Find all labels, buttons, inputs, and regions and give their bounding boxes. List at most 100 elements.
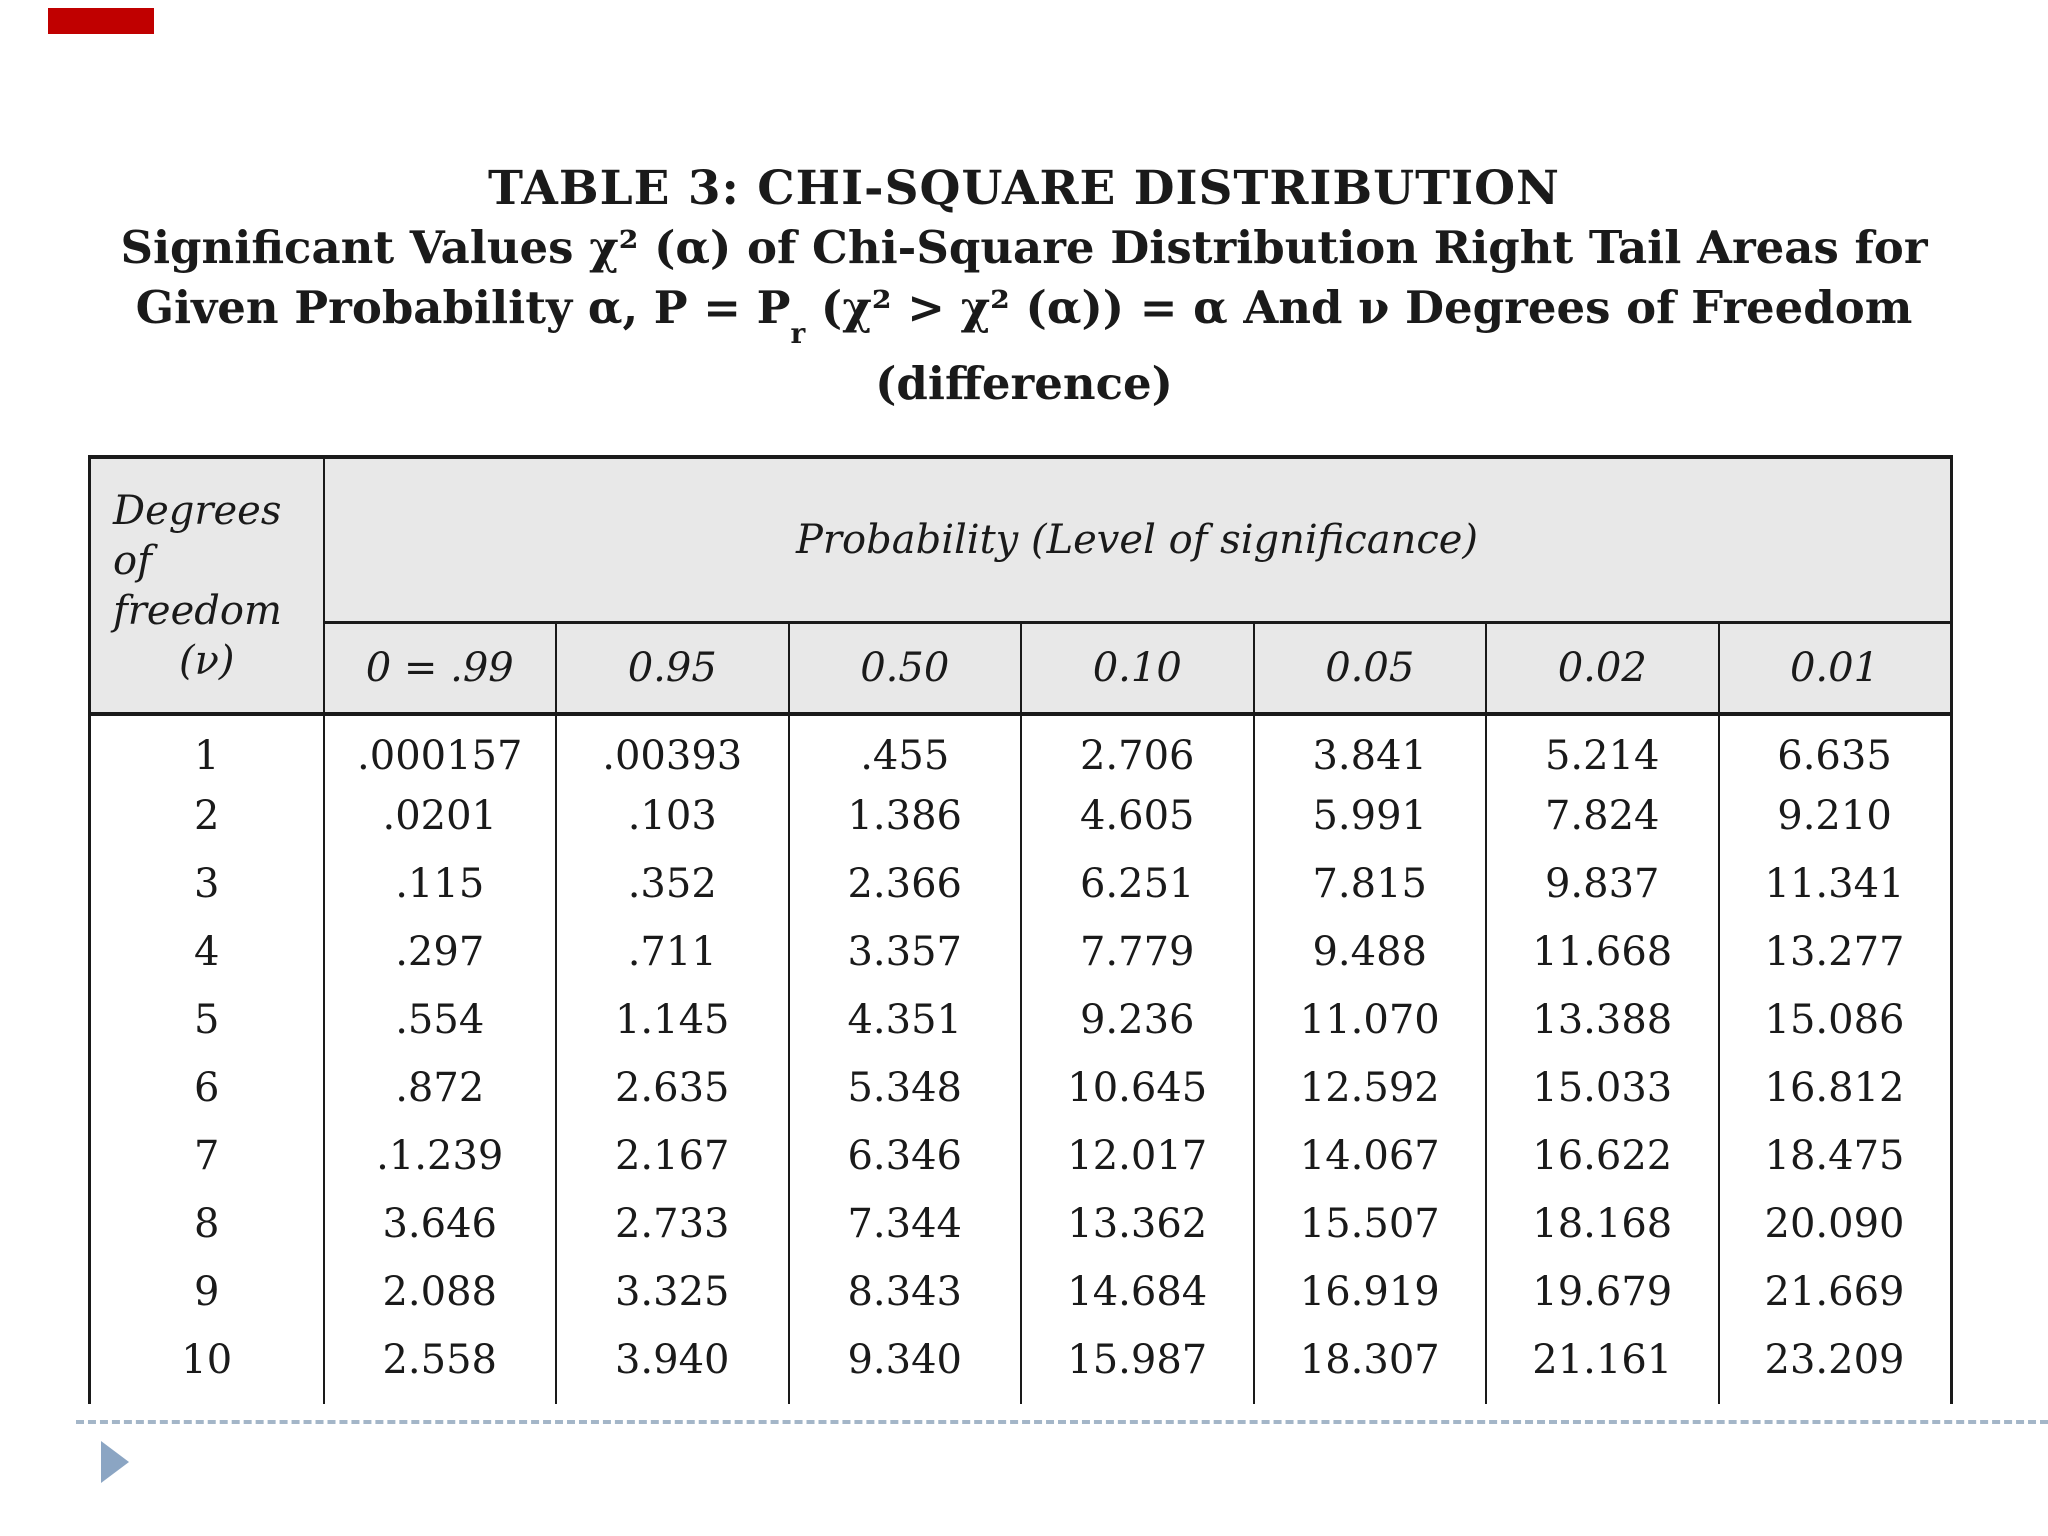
value-cell: .554	[322, 986, 557, 1054]
df-cell: 7	[88, 1122, 325, 1190]
value-cell: 1.145	[555, 986, 790, 1054]
value-cell: 15.086	[1717, 986, 1953, 1054]
dashed-divider-line	[76, 1420, 2048, 1424]
value-cell: .103	[555, 782, 790, 850]
table-row: 8 3.646 2.733 7.344 13.362 15.507 18.168 20.090	[88, 1190, 1953, 1258]
value-cell: 9.210	[1717, 782, 1953, 850]
df-cell: 2	[88, 782, 325, 850]
corner-header-line2: of	[113, 537, 152, 584]
value-cell: 15.987	[1020, 1326, 1255, 1394]
value-cell: 20.090	[1717, 1190, 1953, 1258]
table-row: 3.115.352 2.366 6.251 7.815 9.837 11.341	[88, 850, 1953, 918]
df-cell: 10	[88, 1326, 325, 1394]
corner-header-line1: Degrees	[113, 487, 282, 534]
empty-cell	[322, 1394, 557, 1404]
value-cell: 9.837	[1485, 850, 1720, 918]
empty-cell	[1020, 1394, 1255, 1404]
value-cell: .297	[322, 918, 557, 986]
value-cell: 16.919	[1252, 1258, 1487, 1326]
table-row: 9 2.088 3.325 8.343 14.684 16.919 19.679 21.669	[88, 1258, 1953, 1326]
value-cell: 7.344	[787, 1190, 1022, 1258]
df-cell: 1	[88, 714, 325, 782]
value-cell: .872	[322, 1054, 557, 1122]
value-cell: 1.386	[787, 782, 1022, 850]
col-header-6: 0.01	[1717, 622, 1953, 716]
subtitle-line-2-post: (χ² > χ² (α)) = α And ν Degrees of Freed…	[805, 281, 1913, 334]
value-cell: 5.348	[787, 1054, 1022, 1122]
subtitle-line-3: (difference)	[875, 357, 1173, 410]
corner-header-cell: Degrees of freedom (ν)	[88, 455, 325, 716]
value-cell: .115	[322, 850, 557, 918]
table-column-header-row: 0 = .99 0.95 0.50 0.10 0.05 0.02 0.01	[90, 622, 1953, 716]
slide-headline: TABLE 3: CHI-SQUARE DISTRIBUTION Signifi…	[0, 160, 2048, 414]
col-header-3: 0.10	[1020, 622, 1255, 716]
value-cell: 14.067	[1252, 1122, 1487, 1190]
table-row: 10 2.558 3.940 9.340 15.987 18.307 21.161 23.20…	[88, 1326, 1953, 1394]
df-cell: 3	[88, 850, 325, 918]
slide-title: TABLE 3: CHI-SQUARE DISTRIBUTION	[488, 161, 1560, 216]
value-cell: 16.812	[1717, 1054, 1953, 1122]
df-cell: 5	[88, 986, 325, 1054]
value-cell: 4.351	[787, 986, 1022, 1054]
value-cell: 2.366	[787, 850, 1022, 918]
value-cell: .0201	[322, 782, 557, 850]
table-row: 5.554 1.145 4.351 9.236 11.070 13.388 15.086	[88, 986, 1953, 1054]
value-cell: 2.706	[1020, 714, 1255, 782]
value-cell: 3.325	[555, 1258, 790, 1326]
value-cell: 11.341	[1717, 850, 1953, 918]
value-cell: 18.307	[1252, 1326, 1487, 1394]
value-cell: 18.168	[1485, 1190, 1720, 1258]
table-row-padding	[88, 1394, 1953, 1404]
table-row: 7.1.239 2.167 6.346 12.017 14.067 16.622 18.47…	[88, 1122, 1953, 1190]
value-cell: .455	[787, 714, 1022, 782]
subtitle-line-2: Given Probability α, P = Pr (χ² > χ² (α)…	[0, 278, 2048, 354]
table-row: 2.0201.103 1.386 4.605 5.991 7.824 9.210	[88, 782, 1953, 850]
value-cell: 16.622	[1485, 1122, 1720, 1190]
value-cell: 2.635	[555, 1054, 790, 1122]
value-cell: 18.475	[1717, 1122, 1953, 1190]
value-cell: .000157	[322, 714, 557, 782]
value-cell: 5.991	[1252, 782, 1487, 850]
table-row: 6.872 2.635 5.348 10.645 12.592 15.033 16.812	[88, 1054, 1953, 1122]
value-cell: 9.236	[1020, 986, 1255, 1054]
value-cell: 2.088	[322, 1258, 557, 1326]
value-cell: 19.679	[1485, 1258, 1720, 1326]
value-cell: 6.251	[1020, 850, 1255, 918]
col-header-5: 0.02	[1485, 622, 1720, 716]
value-cell: 13.388	[1485, 986, 1720, 1054]
chi-square-table: Degrees of freedom (ν) Probability (Leve…	[88, 455, 1953, 1404]
empty-cell	[1485, 1394, 1720, 1404]
value-cell: 6.346	[787, 1122, 1022, 1190]
col-header-4: 0.05	[1252, 622, 1487, 716]
value-cell: 4.605	[1020, 782, 1255, 850]
table-row: 4.297.711 3.357 7.779 9.488 11.668 13.277	[88, 918, 1953, 986]
value-cell: 6.635	[1717, 714, 1953, 782]
df-cell: 8	[88, 1190, 325, 1258]
value-cell: 15.507	[1252, 1190, 1487, 1258]
value-cell: 9.488	[1252, 918, 1487, 986]
value-cell: 5.214	[1485, 714, 1720, 782]
corner-header-line4: (ν)	[178, 637, 235, 684]
value-cell: 10.645	[1020, 1054, 1255, 1122]
subtitle-line-2-pre: Given Probability α, P = P	[135, 281, 791, 334]
value-cell: 13.277	[1717, 918, 1953, 986]
empty-cell	[88, 1394, 325, 1404]
value-cell: 3.841	[1252, 714, 1487, 782]
table-body: 1.000157.00393.455 2.706 3.841 5.214 6.635 2.…	[88, 714, 1953, 1404]
triangle-bullet-icon	[101, 1441, 129, 1483]
table-span-header-row: Degrees of freedom (ν) Probability (Leve…	[88, 455, 1953, 716]
empty-cell	[555, 1394, 790, 1404]
df-cell: 9	[88, 1258, 325, 1326]
value-cell: 14.684	[1020, 1258, 1255, 1326]
df-cell: 6	[88, 1054, 325, 1122]
value-cell: 7.824	[1485, 782, 1720, 850]
value-cell: 21.669	[1717, 1258, 1953, 1326]
probability-span-header: Probability (Level of significance)	[323, 455, 1953, 624]
empty-cell	[1717, 1394, 1953, 1404]
col-header-1: 0.95	[555, 622, 790, 716]
value-cell: 9.340	[787, 1326, 1022, 1394]
value-cell: 15.033	[1485, 1054, 1720, 1122]
subscript-r: r	[790, 317, 806, 350]
value-cell: .711	[555, 918, 790, 986]
value-cell: 2.733	[555, 1190, 790, 1258]
